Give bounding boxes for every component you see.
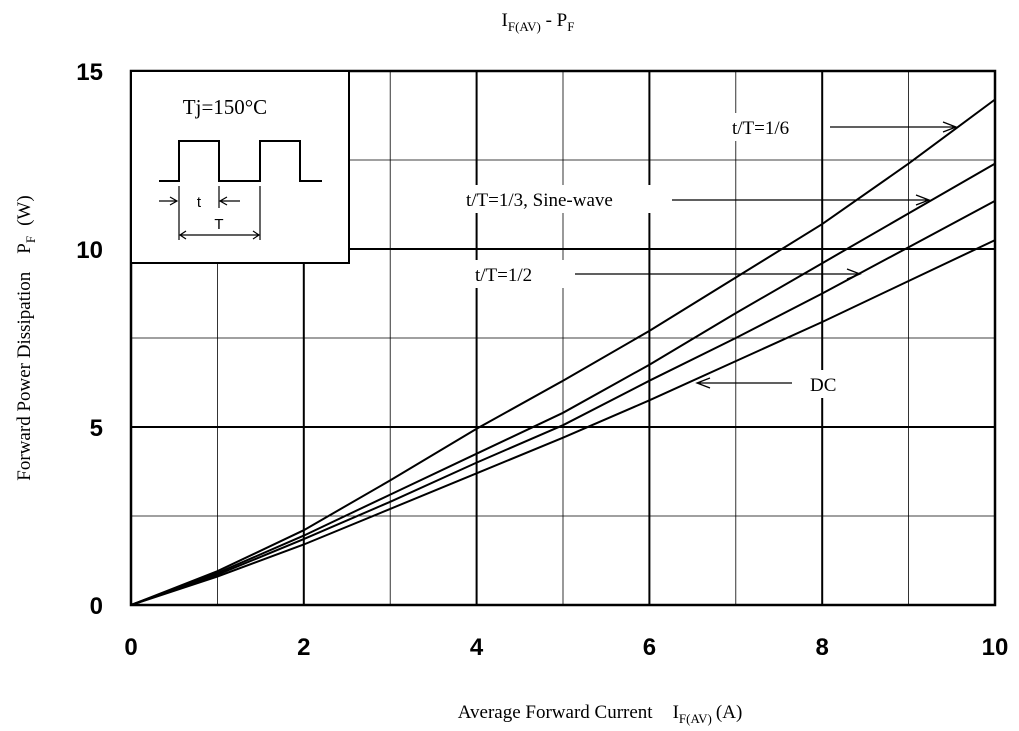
x-axis-label: Average Forward Current IF(AV) (A) — [458, 702, 743, 726]
series-line-2 — [130, 162, 996, 606]
title-second-sub: F — [567, 19, 574, 34]
annotation-arrow-1-2-icon — [575, 268, 862, 280]
x-tick-label: 4 — [470, 634, 484, 661]
annotation-arrow-1-3-icon — [672, 194, 931, 206]
pulse-waveform — [159, 140, 322, 182]
annotation-1-3-sine: t/T=1/3, Sine-wave — [466, 190, 613, 211]
annotation-arrow-dc-icon — [695, 377, 792, 389]
x-tick-labels: 0 2 4 6 8 10 — [124, 634, 1008, 661]
title-main-sub: F(AV) — [508, 19, 541, 34]
title-main: I — [502, 10, 508, 31]
y-axis-label-sub: F — [23, 236, 38, 243]
x-tick-label: 2 — [297, 634, 310, 661]
annotation-bg-dc — [806, 370, 850, 398]
x-axis-label-sub: F(AV) — [679, 711, 712, 726]
x-axis-label-sym: I — [673, 702, 679, 723]
title-second: P — [557, 10, 568, 31]
annotation-arrow-1-6-icon — [830, 121, 958, 133]
annotation-1-2: t/T=1/2 — [475, 265, 532, 286]
y-axis-label-sym: P — [14, 243, 35, 254]
x-axis-label-text: Average Forward Current — [458, 702, 654, 723]
inset-box — [130, 70, 350, 264]
inset-condition: Tj=150°C — [183, 95, 267, 119]
y-tick-label: 15 — [76, 59, 103, 86]
y-tick-label: 10 — [76, 237, 103, 264]
annotations: t/T=1/6 t/T=1/3, Sine-wave t/T=1/2 DC — [463, 113, 958, 398]
t-arrow-right-icon — [218, 196, 240, 206]
plot-border — [129, 69, 997, 607]
x-tick-label: 0 — [124, 634, 137, 661]
series-lines — [130, 98, 996, 606]
inset-legend: Tj=150°C t T — [130, 70, 350, 264]
inset-label-t: t — [197, 194, 202, 211]
y-axis-label-text: Forward Power Dissipation — [14, 271, 35, 480]
x-tick-label: 8 — [816, 634, 829, 661]
y-tick-label: 5 — [90, 415, 103, 442]
y-axis-label: Forward Power Dissipation PF (W) — [14, 195, 38, 480]
x-axis-label-unit: (A) — [716, 702, 742, 723]
inset-label-T: T — [214, 216, 223, 233]
series-line-1 — [130, 98, 996, 606]
annotation-bg-1-6 — [728, 113, 820, 141]
y-axis-label-unit: (W) — [14, 195, 35, 226]
x-tick-label: 10 — [982, 634, 1009, 661]
t-arrow-left-icon — [159, 196, 179, 206]
plot-frame — [129, 69, 997, 607]
series-line-4 — [130, 239, 996, 606]
chart-title: IF(AV) - PF — [502, 10, 575, 34]
x-tick-label: 6 — [643, 634, 656, 661]
annotation-bg-1-3 — [463, 185, 663, 213]
annotation-bg-1-2 — [471, 260, 565, 288]
annotation-1-6: t/T=1/6 — [732, 118, 789, 139]
title-sep: - — [541, 10, 557, 31]
period-arrow-icon — [178, 230, 261, 240]
annotation-dc: DC — [810, 375, 836, 396]
y-tick-label: 0 — [90, 593, 103, 620]
y-tick-labels: 0 5 10 15 — [76, 59, 103, 620]
